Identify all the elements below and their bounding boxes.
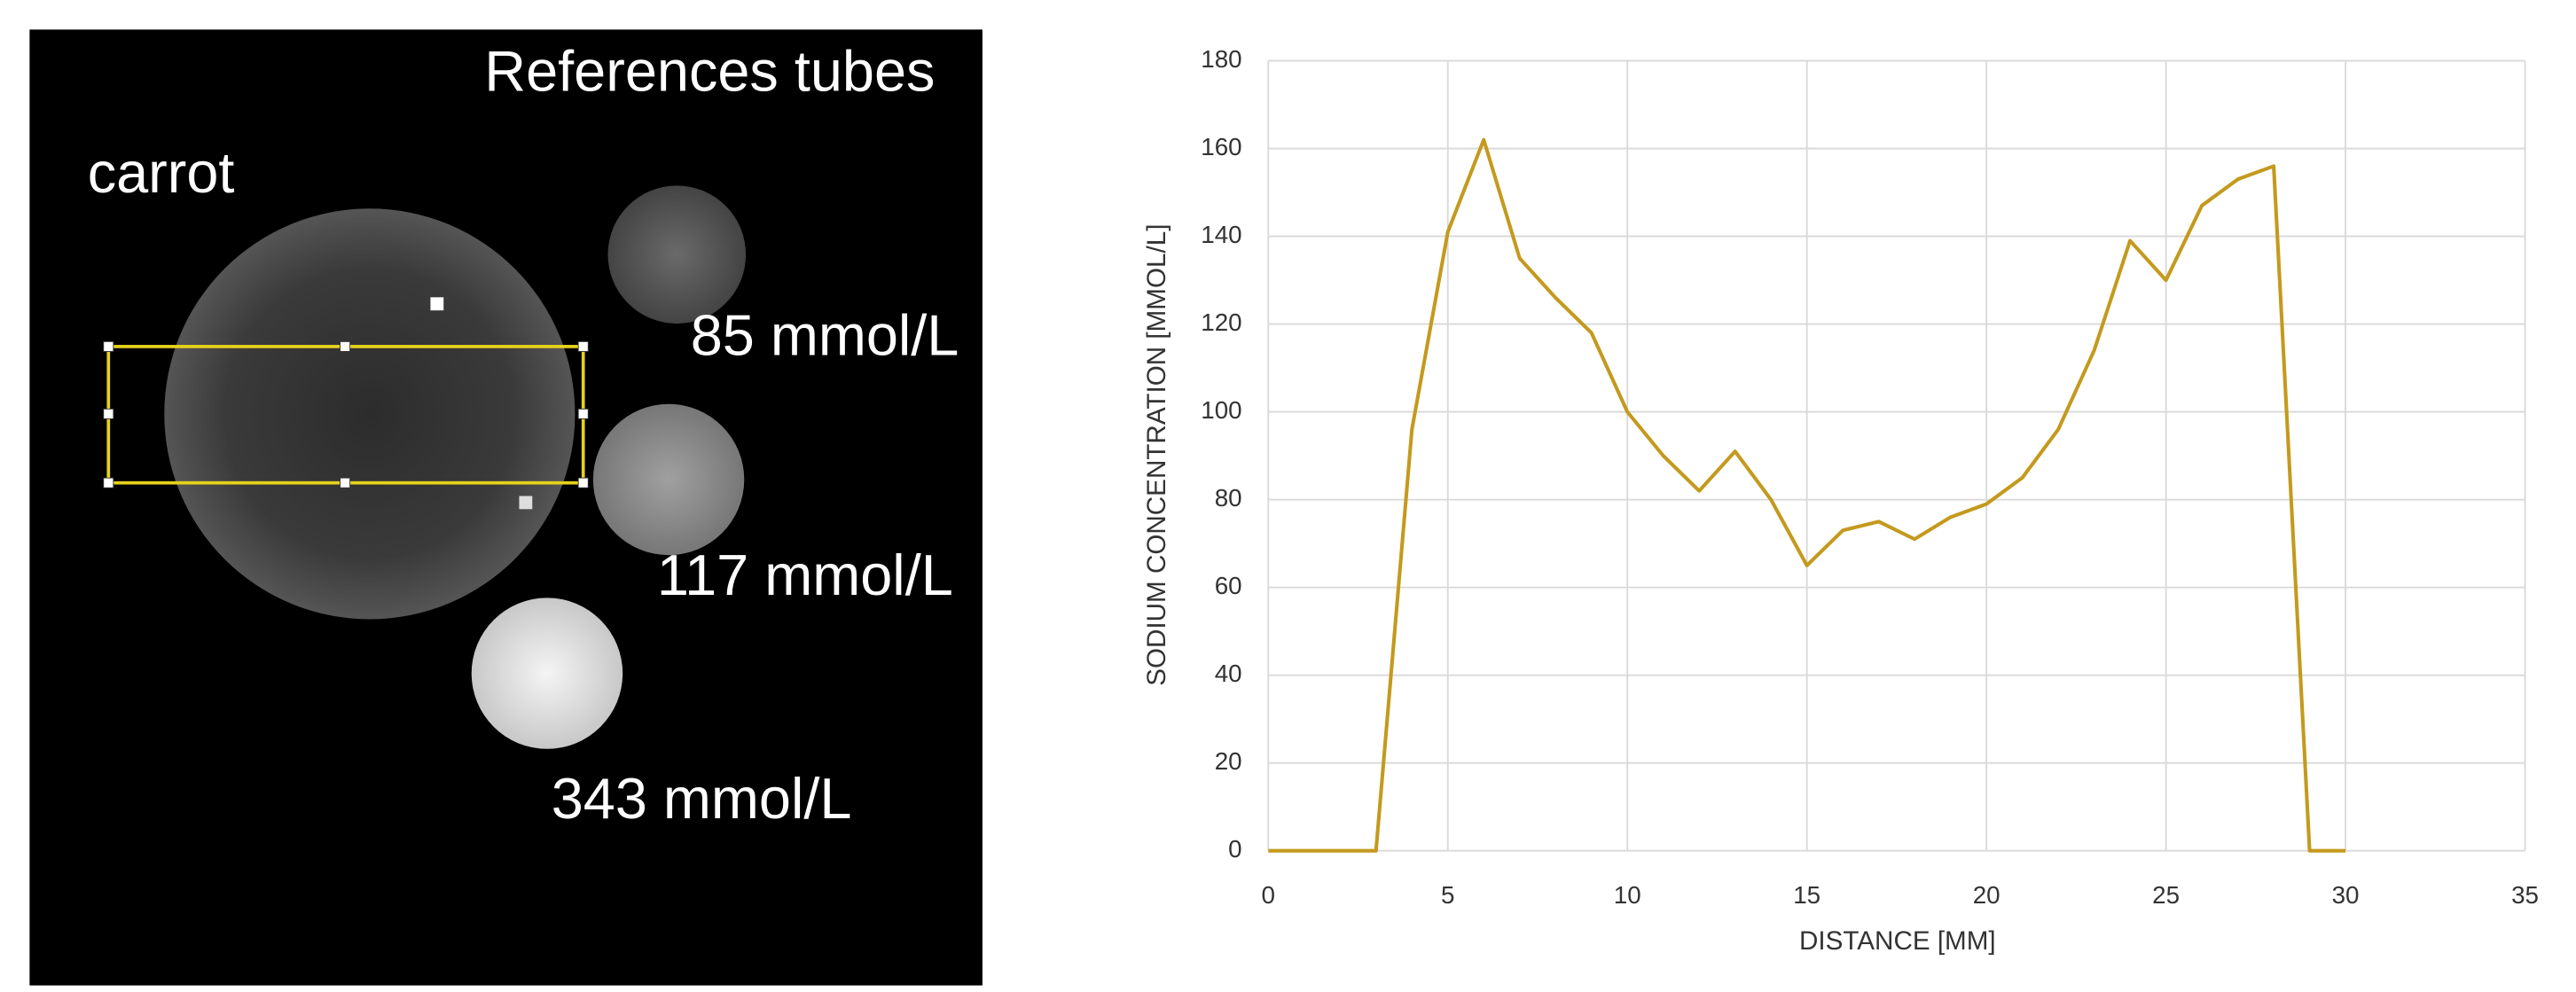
data-line xyxy=(1268,137,2346,853)
y-tick-label: 160 xyxy=(1201,133,1241,160)
bright-pixel xyxy=(430,297,444,311)
x-tick-label: 25 xyxy=(2152,881,2180,909)
y-tick-label: 80 xyxy=(1215,484,1242,512)
image-label: carrot xyxy=(88,140,235,205)
y-tick-label: 0 xyxy=(1228,835,1241,863)
x-tick-label: 30 xyxy=(2332,881,2360,909)
y-tick-label: 60 xyxy=(1215,572,1242,599)
y-tick-label: 140 xyxy=(1201,221,1241,248)
y-axis-label: SODIUM CONCENTRATION [MMOL/L] xyxy=(1142,224,1171,686)
image-label: 117 mmol/L xyxy=(657,543,953,607)
roi-handles xyxy=(103,340,589,488)
bright-pixel xyxy=(519,496,533,510)
x-tick-label: 15 xyxy=(1793,881,1820,909)
image-label: References tubes xyxy=(484,38,935,103)
image-label: 343 mmol/L xyxy=(552,766,852,831)
y-tick-label: 180 xyxy=(1201,45,1241,73)
x-tick-label: 5 xyxy=(1441,881,1454,909)
x-tick-label: 35 xyxy=(2511,881,2539,909)
tube-blob xyxy=(471,598,623,749)
image-label: 85 mmol/L xyxy=(691,303,959,368)
mri-image: References tubes carrot 85 mmol/L 117 mm… xyxy=(29,29,983,986)
chart: DISTANCE [MM] SODIUM CONCENTRATION [MMOL… xyxy=(1142,45,2539,956)
y-tick-label: 120 xyxy=(1201,309,1241,336)
y-tick-label: 20 xyxy=(1215,747,1242,775)
tube-blob xyxy=(592,403,745,556)
x-axis-label: DISTANCE [MM] xyxy=(1799,926,1996,956)
x-tick-label: 10 xyxy=(1614,881,1641,909)
x-tick-label: 0 xyxy=(1262,881,1275,909)
y-tick-label: 40 xyxy=(1215,660,1242,687)
y-tick-label: 100 xyxy=(1201,396,1241,424)
x-tick-label: 20 xyxy=(1973,881,2001,909)
tube-blob xyxy=(607,185,747,324)
carrot-blob xyxy=(164,208,575,620)
